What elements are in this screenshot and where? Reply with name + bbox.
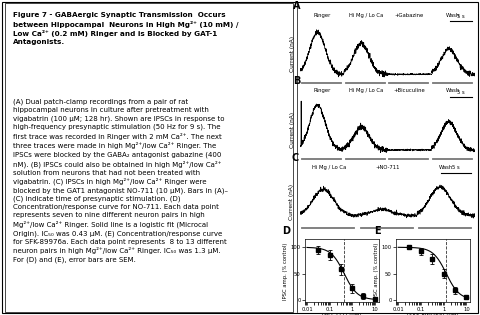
Text: +NO-711: +NO-711 <box>375 165 400 170</box>
Text: Wash: Wash <box>439 165 453 170</box>
Text: Hi Mg / Lo Ca: Hi Mg / Lo Ca <box>312 165 347 170</box>
Text: Current (nA): Current (nA) <box>290 112 296 147</box>
Text: B: B <box>293 77 300 86</box>
Text: Current (nA): Current (nA) <box>290 36 296 72</box>
Text: +Bicuculine: +Bicuculine <box>394 88 425 93</box>
Text: +Gabazine: +Gabazine <box>395 13 424 18</box>
Text: D: D <box>282 226 290 236</box>
Text: Wash: Wash <box>446 13 460 18</box>
Text: 5 s: 5 s <box>457 14 465 19</box>
Text: A: A <box>293 1 300 11</box>
Text: 5 s: 5 s <box>457 90 465 94</box>
Text: Hi Mg / Lo Ca: Hi Mg / Lo Ca <box>348 88 383 93</box>
Text: Hi Mg / Lo Ca: Hi Mg / Lo Ca <box>348 13 383 18</box>
Text: Ringer: Ringer <box>313 13 331 18</box>
Text: Figure 7 - GABAergic Synaptic Transmission  Occurs
between Hippocampal  Neurons : Figure 7 - GABAergic Synaptic Transmissi… <box>13 12 239 45</box>
Text: Wash: Wash <box>446 88 460 93</box>
Text: E: E <box>373 226 380 236</box>
FancyBboxPatch shape <box>5 3 293 312</box>
Y-axis label: IPSC amp. (% control): IPSC amp. (% control) <box>374 242 379 300</box>
Text: C: C <box>291 153 299 163</box>
Text: Ringer: Ringer <box>313 88 331 93</box>
Text: (A) Dual patch-clamp recordings from a pair of rat
hippocampal neurons in cultur: (A) Dual patch-clamp recordings from a p… <box>13 99 228 263</box>
X-axis label: [SKF-89976a] (μM): [SKF-89976a] (μM) <box>408 313 459 315</box>
Y-axis label: IPSC amp. (% control): IPSC amp. (% control) <box>283 242 288 300</box>
Text: Current (nA): Current (nA) <box>289 184 294 220</box>
Text: 5 s: 5 s <box>452 165 460 170</box>
X-axis label: [NO-711] (μM): [NO-711] (μM) <box>322 313 362 315</box>
